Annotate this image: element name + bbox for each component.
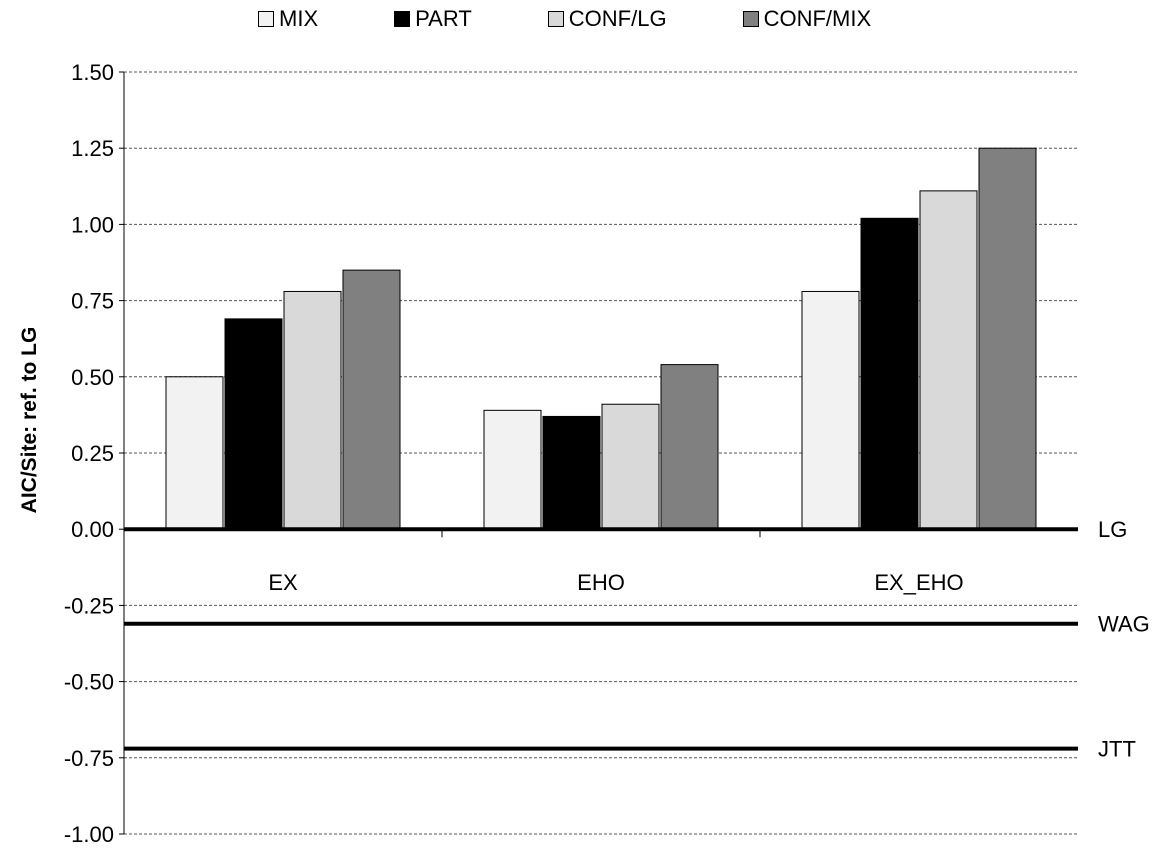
y-tick-label: 0.25	[71, 441, 114, 466]
y-axis-ticks: 1.50 1.25 1.00 0.75 0.50 0.25 0.00 -0.25 -0.50 -0…	[64, 60, 125, 847]
chart-legend: MIX PART CONF/LG CONF/MIX	[258, 6, 947, 32]
reference-lines: LG WAG JTT	[124, 517, 1150, 762]
legend-swatch-conf-mix	[742, 11, 759, 27]
bar-part	[224, 318, 283, 530]
reference-label-wag: WAG	[1098, 612, 1150, 637]
y-tick-label: 0.75	[71, 289, 114, 314]
y-tick-label: -0.75	[64, 746, 114, 771]
y-tick-label: -0.50	[64, 670, 114, 695]
y-tick-label: 0.50	[71, 365, 114, 390]
legend-item-mix: MIX	[258, 6, 318, 32]
x-category-label: EX	[268, 570, 298, 595]
bar-conf-lg	[601, 403, 660, 530]
bars	[165, 147, 1037, 530]
bar-part	[860, 217, 919, 530]
y-tick-label: 0.00	[71, 517, 114, 542]
bar-conf-mix	[978, 147, 1037, 530]
bar-mix	[483, 409, 542, 530]
legend-label-part: PART	[415, 6, 472, 31]
bar-mix	[801, 290, 860, 530]
reference-label-jtt: JTT	[1098, 737, 1136, 762]
y-tick-label: -0.25	[64, 593, 114, 618]
legend-swatch-conf-lg	[547, 11, 564, 27]
x-category-label: EHO	[577, 570, 625, 595]
y-tick-label: 1.50	[71, 60, 114, 85]
legend-item-conf-mix: CONF/MIX	[742, 6, 872, 32]
legend-label-conf-lg: CONF/LG	[568, 6, 667, 31]
bar-conf-lg	[283, 290, 342, 530]
x-axis-categories: EX EHO EX_EHO	[268, 529, 964, 595]
y-tick-label: 1.25	[71, 136, 114, 161]
legend-label-conf-mix: CONF/MIX	[763, 6, 872, 31]
reference-label-lg: LG	[1098, 517, 1127, 542]
bar-conf-mix	[342, 269, 401, 530]
legend-item-part: PART	[394, 6, 472, 32]
bar-part	[542, 415, 601, 530]
legend-swatch-mix	[258, 11, 274, 27]
bar-conf-lg	[919, 190, 978, 530]
legend-label-mix: MIX	[279, 6, 319, 31]
gridlines	[124, 71, 1078, 835]
bar-mix	[165, 376, 224, 530]
legend-swatch-part	[394, 11, 411, 27]
y-tick-label: 1.00	[71, 212, 114, 237]
legend-item-conf-lg: CONF/LG	[547, 6, 667, 32]
bar-conf-mix	[660, 364, 719, 530]
y-tick-label: -1.00	[64, 822, 114, 847]
x-category-label: EX_EHO	[874, 570, 963, 595]
